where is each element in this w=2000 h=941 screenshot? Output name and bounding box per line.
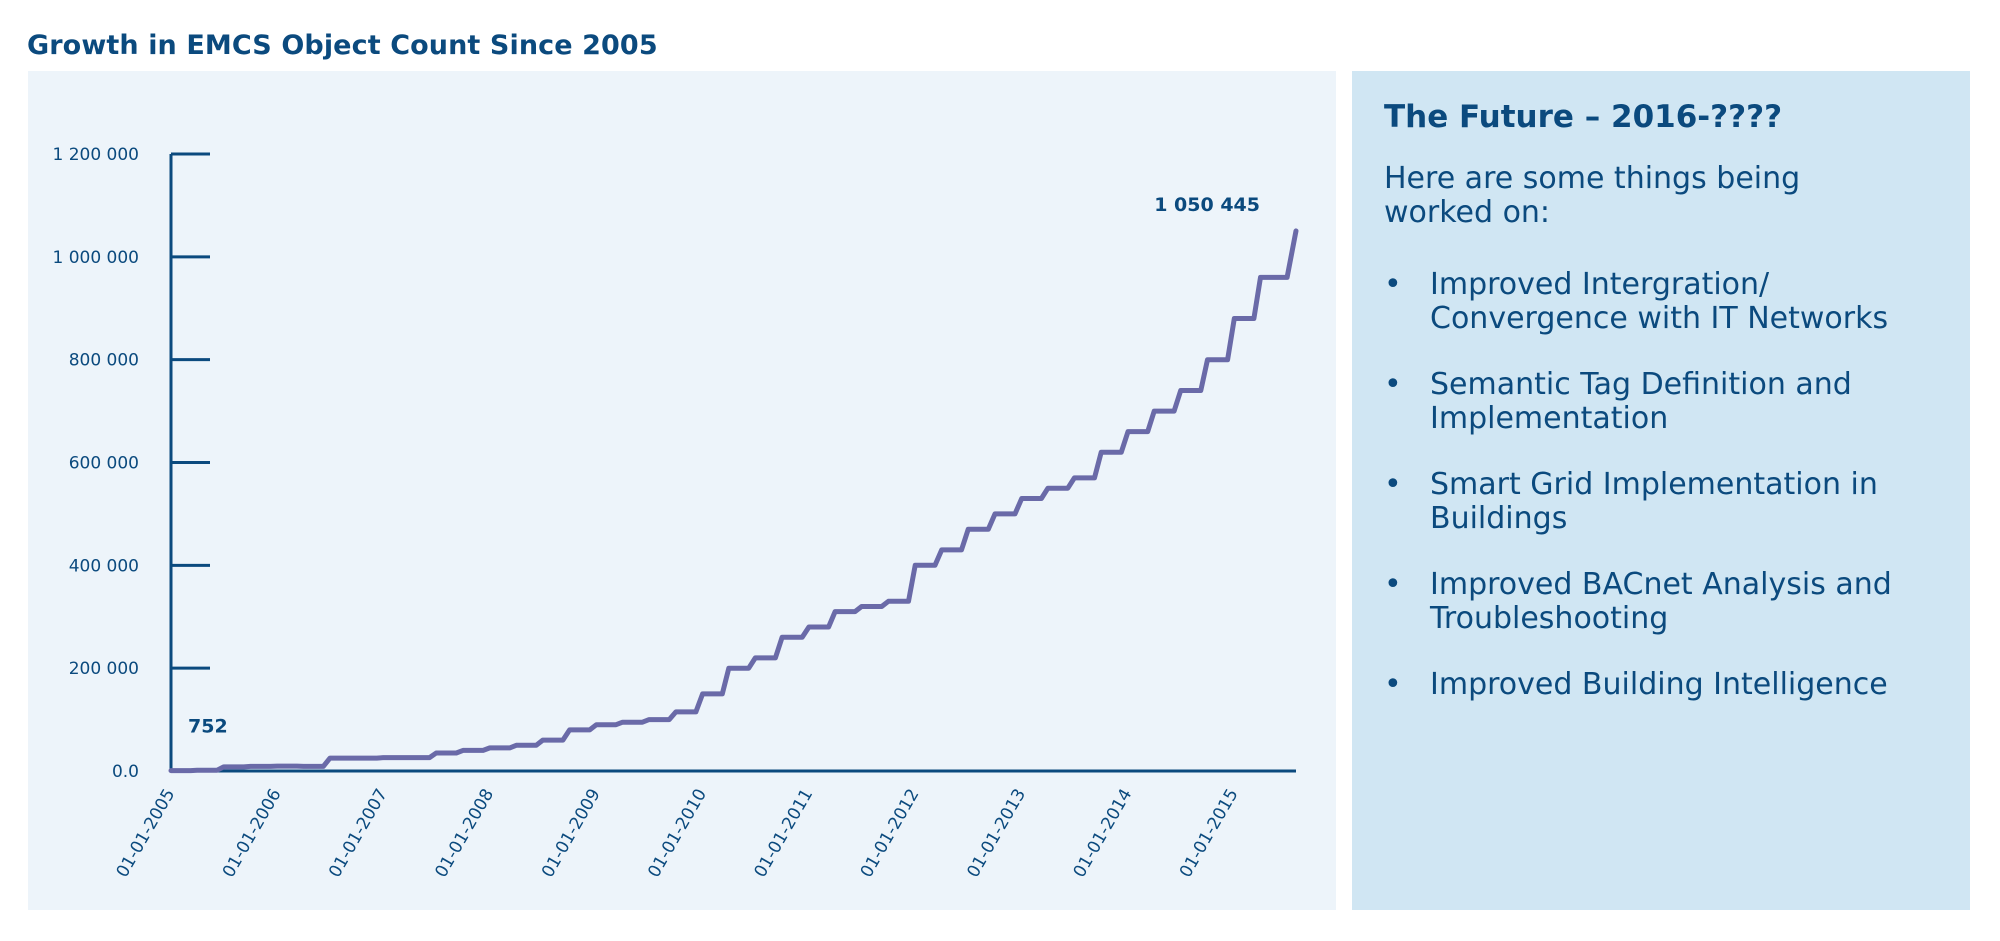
x-tick-label: 01-01-2014 [1070, 786, 1137, 882]
bullet-icon: • [1384, 667, 1402, 703]
y-tick-label: 800 000 [69, 351, 139, 371]
y-tick-label: 1 200 000 [52, 145, 139, 165]
future-item-text: Improved Building Intelligence [1430, 667, 1888, 703]
bullet-icon: • [1384, 467, 1402, 503]
bullet-icon: • [1384, 267, 1402, 303]
start-value-label: 752 [188, 716, 228, 738]
x-tick-label: 01-01-2006 [219, 786, 286, 882]
x-tick-label: 01-01-2005 [113, 786, 180, 882]
y-tick-label: 600 000 [69, 454, 139, 474]
x-tick-label: 01-01-2007 [325, 786, 392, 882]
future-item-smart-grid: • Smart Grid Implementation in Buildings [1384, 468, 1940, 536]
annotations: 752 1 050 445 [188, 194, 1260, 738]
x-tick-label: 01-01-2008 [431, 786, 498, 882]
series-line-0 [168, 228, 1299, 774]
growth-line-chart: 0.0 200 000 400 000 600 000 800 000 1 000 000… [52, 145, 1299, 882]
x-tick-label: 01-01-2011 [751, 786, 818, 882]
future-item-integration: • Improved Intergration/ Convergence with… [1384, 268, 1940, 336]
x-axis: 01-01-2005 01-01-2006 01-01-2007 01-01-2008… [113, 769, 1296, 882]
bullet-icon: • [1384, 367, 1402, 403]
future-item-text: Semantic Tag Definition and Implementati… [1430, 367, 1852, 437]
future-intro: Here are some things being worked on: [1384, 161, 1801, 231]
x-tick-label: 01-01-2013 [963, 786, 1030, 882]
future-item-bacnet: • Improved BACnet Analysis and Troublesho… [1384, 568, 1940, 636]
y-tick-label: 400 000 [69, 556, 139, 576]
y-tick-label: 200 000 [69, 659, 139, 679]
x-tick-label: 01-01-2012 [857, 786, 924, 882]
end-value-label: 1 050 445 [1154, 194, 1260, 216]
future-title: The Future – 2016-???? [1384, 99, 1783, 135]
y-tick-label: 0.0 [112, 762, 139, 782]
bullet-icon: • [1384, 567, 1402, 603]
future-panel: The Future – 2016-???? Here are some thi… [1352, 71, 1970, 910]
future-list: • Improved Intergration/ Convergence with… [1384, 268, 1940, 702]
y-tick-label: 1 000 000 [52, 248, 139, 268]
x-tick-label: 01-01-2015 [1176, 786, 1243, 882]
future-item-text: Smart Grid Implementation in Buildings [1430, 467, 1878, 537]
chart-panel: 0.0 200 000 400 000 600 000 800 000 1 000 000… [28, 71, 1336, 910]
future-item-text: Improved BACnet Analysis and Troubleshoo… [1430, 567, 1892, 637]
series-area [168, 228, 1299, 774]
x-tick-label: 01-01-2009 [538, 786, 605, 882]
x-tick-label: 01-01-2010 [644, 786, 711, 882]
future-item-semantic-tags: • Semantic Tag Definition and Implementat… [1384, 368, 1940, 436]
future-item-intelligence: • Improved Building Intelligence [1384, 668, 1940, 702]
future-item-text: Improved Intergration/ Convergence with … [1430, 267, 1889, 337]
y-axis: 0.0 200 000 400 000 600 000 800 000 1 000 000… [52, 145, 210, 782]
page-title: Growth in EMCS Object Count Since 2005 [27, 30, 658, 61]
